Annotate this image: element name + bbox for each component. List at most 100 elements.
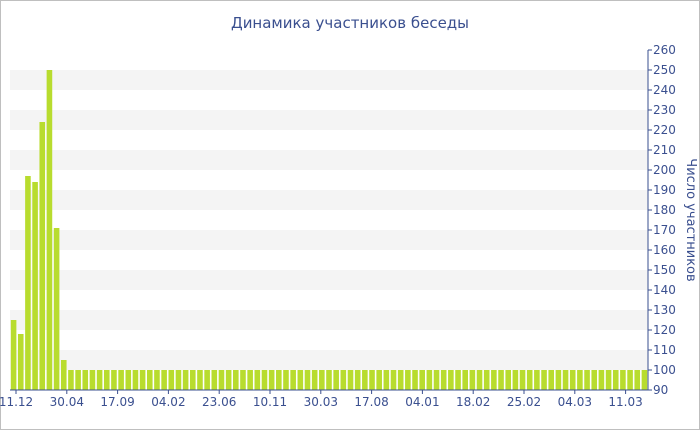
bar[interactable] [427, 370, 433, 390]
bar[interactable] [233, 370, 239, 390]
bar[interactable] [183, 370, 189, 390]
bar[interactable] [118, 370, 124, 390]
bar[interactable] [520, 370, 526, 390]
bar[interactable] [341, 370, 347, 390]
bar[interactable] [642, 370, 648, 390]
bar[interactable] [25, 176, 31, 390]
bar[interactable] [125, 370, 131, 390]
bar[interactable] [448, 370, 454, 390]
bar[interactable] [97, 370, 103, 390]
bar[interactable] [82, 370, 88, 390]
bar[interactable] [75, 370, 81, 390]
bar[interactable] [312, 370, 318, 390]
bar[interactable] [104, 370, 110, 390]
grid-band [10, 110, 648, 130]
bar[interactable] [548, 370, 554, 390]
bar[interactable] [470, 370, 476, 390]
bar[interactable] [305, 370, 311, 390]
bar[interactable] [219, 370, 225, 390]
bar[interactable] [391, 370, 397, 390]
bar[interactable] [369, 370, 375, 390]
x-tick-label: 17.08 [354, 395, 388, 409]
bar[interactable] [111, 370, 117, 390]
bar[interactable] [355, 370, 361, 390]
x-tick-label: 11.12 [0, 395, 33, 409]
bar[interactable] [169, 370, 175, 390]
bar[interactable] [133, 370, 139, 390]
bar[interactable] [11, 320, 17, 390]
bar[interactable] [563, 370, 569, 390]
y-tick-label: 160 [653, 243, 676, 257]
bar[interactable] [634, 370, 640, 390]
bar[interactable] [412, 370, 418, 390]
bar[interactable] [534, 370, 540, 390]
x-tick-label: 11.03 [608, 395, 642, 409]
bar[interactable] [140, 370, 146, 390]
bar[interactable] [405, 370, 411, 390]
bar[interactable] [362, 370, 368, 390]
bar[interactable] [204, 370, 210, 390]
bar[interactable] [276, 370, 282, 390]
bar[interactable] [240, 370, 246, 390]
bar[interactable] [599, 370, 605, 390]
bar[interactable] [398, 370, 404, 390]
bar[interactable] [68, 370, 74, 390]
bar[interactable] [434, 370, 440, 390]
bar[interactable] [556, 370, 562, 390]
bar[interactable] [484, 370, 490, 390]
bar[interactable] [54, 228, 60, 390]
bar[interactable] [541, 370, 547, 390]
bar[interactable] [90, 370, 96, 390]
bar[interactable] [154, 370, 160, 390]
bar[interactable] [147, 370, 153, 390]
bar[interactable] [39, 122, 45, 390]
bar[interactable] [462, 370, 468, 390]
bar[interactable] [255, 370, 261, 390]
bar[interactable] [455, 370, 461, 390]
bar[interactable] [584, 370, 590, 390]
bar[interactable] [384, 370, 390, 390]
bar[interactable] [262, 370, 268, 390]
bar[interactable] [283, 370, 289, 390]
bar[interactable] [348, 370, 354, 390]
x-tick-label: 30.04 [50, 395, 84, 409]
y-tick-label: 120 [653, 323, 676, 337]
bar[interactable] [47, 70, 53, 390]
bar[interactable] [376, 370, 382, 390]
bar[interactable] [620, 370, 626, 390]
bar[interactable] [570, 370, 576, 390]
bar[interactable] [298, 370, 304, 390]
bar[interactable] [32, 182, 38, 390]
bar[interactable] [498, 370, 504, 390]
bar[interactable] [212, 370, 218, 390]
bar[interactable] [61, 360, 67, 390]
bar[interactable] [606, 370, 612, 390]
bar[interactable] [591, 370, 597, 390]
bar[interactable] [161, 370, 167, 390]
bar[interactable] [333, 370, 339, 390]
bar[interactable] [527, 370, 533, 390]
bar[interactable] [491, 370, 497, 390]
bar[interactable] [627, 370, 633, 390]
bar[interactable] [419, 370, 425, 390]
bar[interactable] [226, 370, 232, 390]
bar[interactable] [613, 370, 619, 390]
bar[interactable] [247, 370, 253, 390]
bar[interactable] [505, 370, 511, 390]
bar[interactable] [176, 370, 182, 390]
bar[interactable] [513, 370, 519, 390]
bar[interactable] [326, 370, 332, 390]
bar[interactable] [18, 334, 24, 390]
bar[interactable] [441, 370, 447, 390]
bar[interactable] [190, 370, 196, 390]
bar[interactable] [269, 370, 275, 390]
bar[interactable] [290, 370, 296, 390]
bar[interactable] [197, 370, 203, 390]
bar[interactable] [577, 370, 583, 390]
x-axis-ticks: 11.12 30.04 17.09 04.02 23.06 10.11 30.03 17.08… [0, 390, 643, 409]
bar[interactable] [319, 370, 325, 390]
y-tick-label: 240 [653, 83, 676, 97]
bar[interactable] [477, 370, 483, 390]
chart-title: Динамика участников беседы [231, 14, 469, 32]
y-tick-label: 210 [653, 143, 676, 157]
